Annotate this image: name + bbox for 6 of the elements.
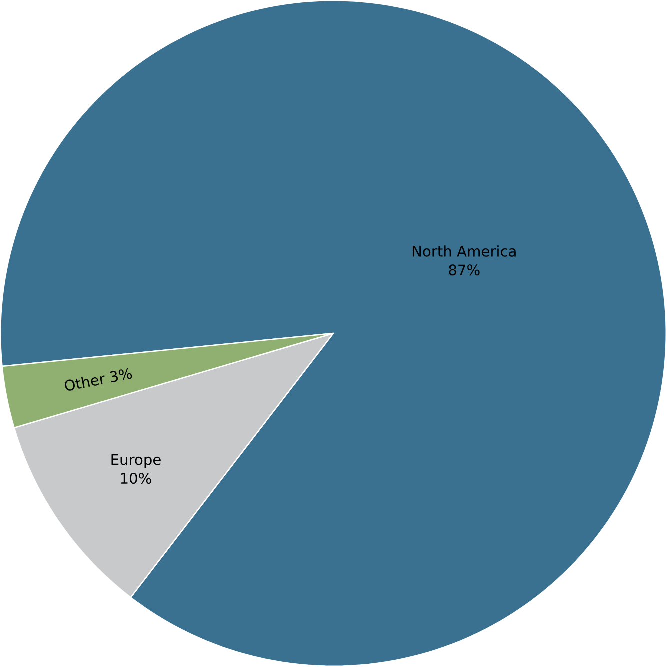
slice-label: Europe [112,454,161,468]
slice-label: Other [64,376,105,391]
slice-label: North America [412,246,516,257]
data-label: 3% [110,368,132,382]
data-label: 10% [121,473,152,484]
data-label: 87% [449,264,480,276]
